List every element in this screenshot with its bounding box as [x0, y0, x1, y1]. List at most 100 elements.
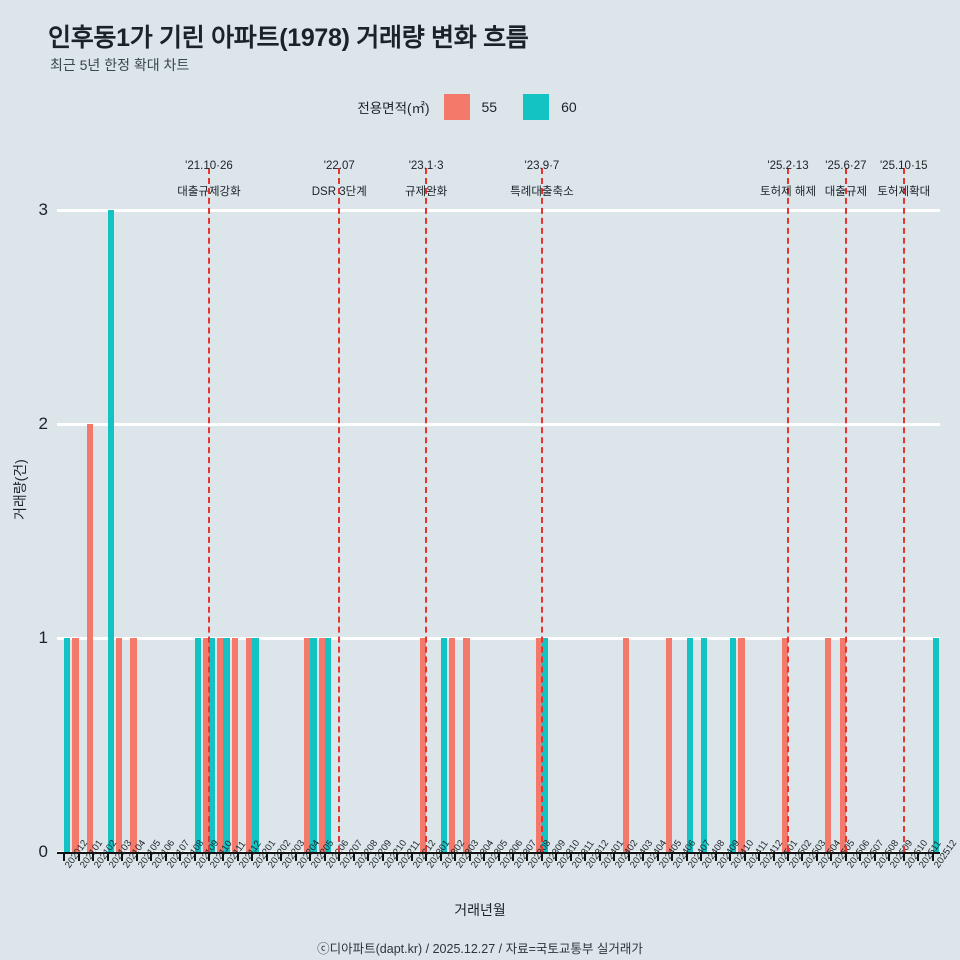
- annotation-line: [902, 168, 905, 852]
- x-axis-tick: [902, 852, 905, 861]
- x-axis-tick: [92, 852, 95, 861]
- y-axis-tick-label: 3: [38, 200, 48, 219]
- x-axis-tick: [294, 852, 297, 861]
- chart-bar: [541, 638, 549, 852]
- x-axis-tick: [77, 852, 80, 861]
- x-axis-tick: [859, 852, 862, 861]
- x-axis-tick: [150, 852, 153, 861]
- x-axis-tick: [555, 852, 558, 861]
- x-axis-tick: [700, 852, 703, 861]
- chart-bar: [665, 638, 673, 852]
- x-axis-tick: [193, 852, 196, 861]
- annotation-text: 특례대출축소: [510, 186, 574, 198]
- grid-line: [57, 422, 940, 426]
- chart-bar: [686, 638, 693, 852]
- x-axis-tick: [801, 852, 804, 861]
- x-axis-tick: [671, 852, 674, 861]
- x-axis-tick: [179, 852, 182, 861]
- x-axis-tick: [251, 852, 254, 861]
- chart-bar: [86, 424, 94, 852]
- annotation-date: '25.2·13: [767, 160, 809, 172]
- grid-line: [57, 636, 940, 640]
- chart-bar: [448, 638, 456, 852]
- y-axis-tick-label: 2: [38, 414, 48, 433]
- legend-swatch-60: [523, 94, 550, 120]
- chart-bar: [463, 638, 470, 852]
- annotation-label: '25.6·27 대출규제: [786, 160, 906, 199]
- x-axis-tick: [511, 852, 514, 861]
- chart-bar: [64, 638, 71, 852]
- x-axis-tick: [338, 852, 341, 861]
- chart-bar: [622, 638, 629, 852]
- chart-bar: [839, 638, 846, 852]
- x-axis-tick: [815, 852, 818, 861]
- annotation-label: '21.10·26 대출규제강화: [149, 160, 269, 199]
- x-axis-tick: [787, 852, 789, 861]
- chart-bar: [252, 638, 259, 852]
- chart-bar: [730, 638, 737, 852]
- annotation-text: 규제완화: [404, 186, 448, 198]
- x-axis-tick: [207, 852, 210, 861]
- annotation-text: 토허제확대: [877, 186, 931, 198]
- chart-bar: [825, 638, 832, 852]
- x-axis-tick: [425, 852, 428, 861]
- chart-bar: [107, 210, 114, 852]
- x-axis-tick: [410, 852, 413, 861]
- page-subtitle: 최근 5년 한정 확대 차트: [50, 57, 190, 73]
- annotation-text: 대출규제: [824, 186, 868, 198]
- annotation-line: [787, 168, 789, 852]
- chart-bar: [701, 638, 708, 852]
- chart-bar: [781, 638, 788, 852]
- x-axis-tick: [483, 852, 486, 861]
- chart-bar: [535, 638, 542, 852]
- x-axis-tick: [439, 852, 442, 861]
- x-axis-tick: [309, 852, 312, 861]
- chart-bar: [202, 638, 209, 852]
- annotation-label: '25.2·13 토허제 해제: [728, 160, 848, 199]
- x-axis-tick: [540, 852, 543, 861]
- annotation-line: [425, 168, 428, 852]
- x-axis-tick: [265, 852, 268, 861]
- legend-title: 전용면적(㎡): [357, 101, 430, 116]
- annotation-date: '23.9·7: [524, 160, 560, 172]
- annotation-label: '25.10·15 토허제확대: [844, 160, 960, 199]
- x-axis-tick: [106, 852, 109, 861]
- annotation-label: '23.9·7 특례대출축소: [482, 160, 602, 199]
- chart-legend: 전용면적(㎡) 55 60: [0, 94, 960, 120]
- chart-bar: [419, 638, 427, 852]
- x-axis-tick: [526, 852, 529, 861]
- x-axis-tick: [454, 852, 457, 861]
- annotation-date: '25.6·27: [825, 160, 867, 172]
- legend-swatch-55: [443, 94, 470, 120]
- chart-bar: [310, 638, 317, 852]
- x-axis-tick: [396, 852, 399, 861]
- footer-credit: ⓒ디아파트(dapt.kr) / 2025.12.27 / 자료=국토교통부 실…: [317, 942, 643, 956]
- chart-bar: [130, 638, 137, 852]
- chart-bar: [194, 638, 201, 852]
- x-axis-tick: [367, 852, 370, 861]
- y-axis-tick-label: 0: [38, 842, 48, 861]
- chart-bar: [932, 638, 939, 852]
- x-axis-tick: [743, 852, 746, 861]
- x-axis-tick: [830, 852, 833, 861]
- x-axis-tick: [642, 852, 645, 861]
- page-title: 인후동1가 기린 아파트(1978) 거래량 변화 흐름: [48, 24, 529, 52]
- chart-bar: [318, 638, 325, 852]
- x-axis-tick: [497, 852, 500, 861]
- x-axis-tick: [772, 852, 775, 861]
- y-axis-tick-label: 1: [38, 628, 48, 647]
- x-axis-tick: [729, 852, 732, 861]
- chart-bar: [440, 638, 447, 852]
- x-axis-tick: [584, 852, 587, 861]
- chart-bar: [72, 638, 79, 852]
- y-axis-label: 거래량(건): [12, 459, 28, 520]
- x-axis-tick: [468, 852, 471, 861]
- chart-bar: [246, 638, 253, 852]
- chart-bar: [217, 638, 224, 852]
- chart-bar: [115, 638, 123, 852]
- x-axis-tick: [280, 852, 283, 861]
- x-axis-tick: [685, 852, 688, 861]
- x-axis-tick: [844, 852, 847, 861]
- chart-plot-area: 0 1 2 3: [39, 200, 940, 861]
- annotation-line: [540, 168, 543, 852]
